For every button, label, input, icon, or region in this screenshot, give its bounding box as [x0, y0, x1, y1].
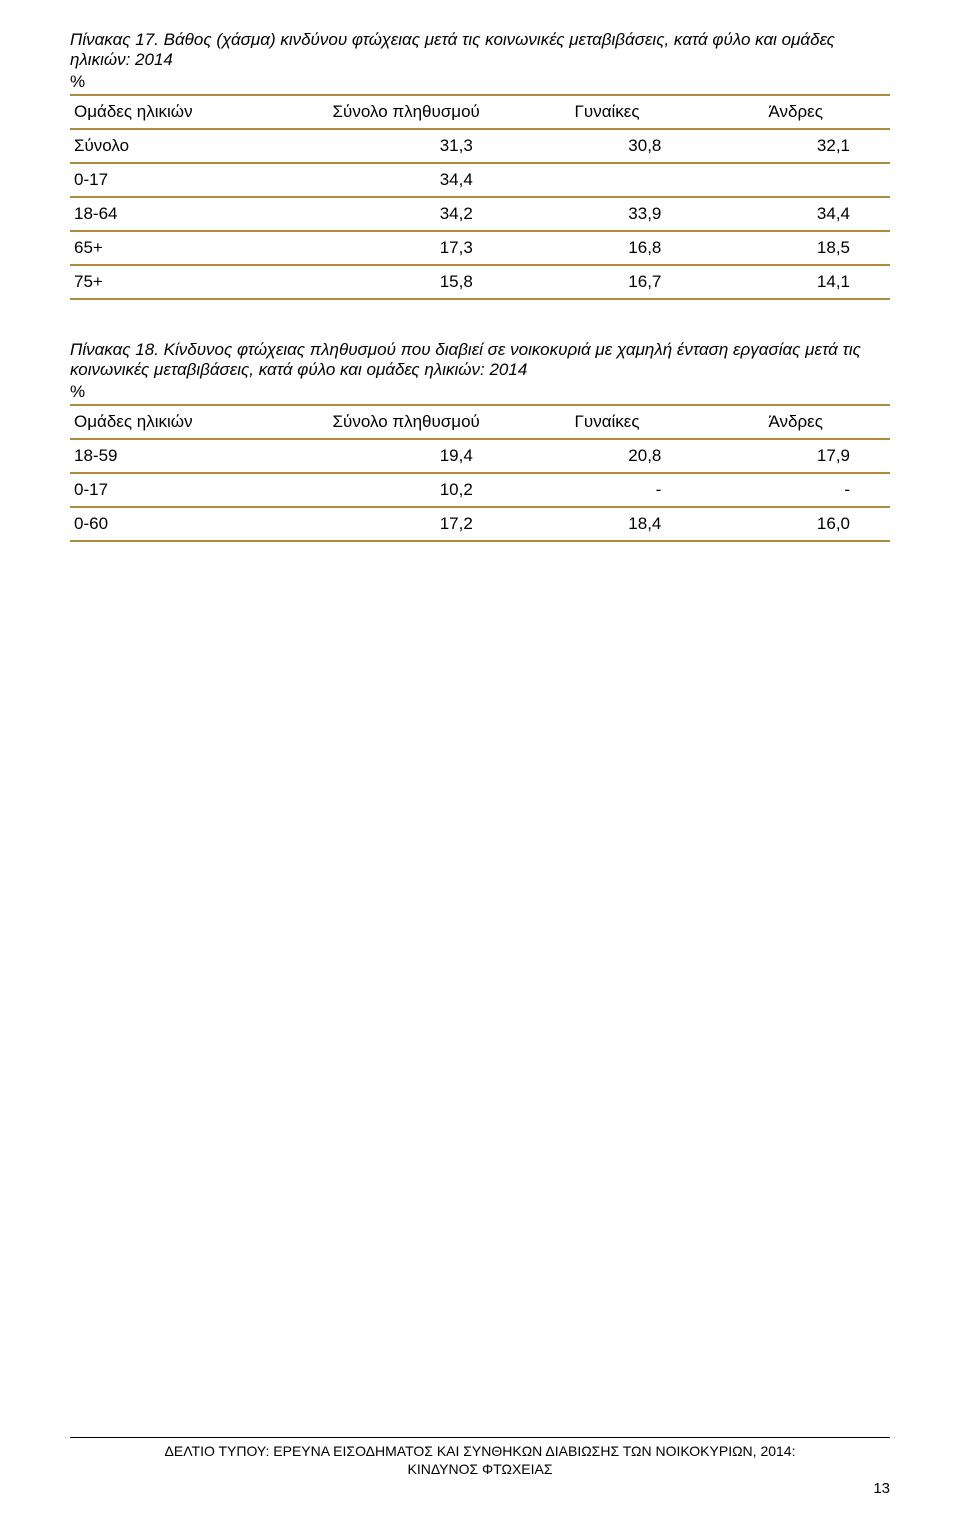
table17: Ομάδες ηλικιών Σύνολο πληθυσμού Γυναίκες… [70, 94, 890, 300]
footer-text: ΔΕΛΤΙΟ ΤΥΠΟΥ: ΕΡΕΥΝΑ ΕΙΣΟΔΗΜΑΤΟΣ ΚΑΙ ΣΥΝ… [70, 1442, 890, 1478]
page-footer: ΔΕΛΤΙΟ ΤΥΠΟΥ: ΕΡΕΥΝΑ ΕΙΣΟΔΗΜΑΤΟΣ ΚΑΙ ΣΥΝ… [70, 1437, 890, 1497]
row-val: 16,0 [701, 507, 890, 541]
row-val [701, 163, 890, 197]
row-val: 34,4 [300, 163, 513, 197]
table-row: 0-60 17,2 18,4 16,0 [70, 507, 890, 541]
table17-header-row: Ομάδες ηλικιών Σύνολο πληθυσμού Γυναίκες… [70, 95, 890, 129]
row-val [513, 163, 702, 197]
table18-title: Πίνακας 18. Κίνδυνος φτώχειας πληθυσμού … [70, 340, 890, 380]
row-val: 33,9 [513, 197, 702, 231]
table18-header-row: Ομάδες ηλικιών Σύνολο πληθυσμού Γυναίκες… [70, 405, 890, 439]
table18-col1: Σύνολο πληθυσμού [300, 405, 513, 439]
page-number: 13 [70, 1480, 890, 1497]
row-val: 16,8 [513, 231, 702, 265]
row-label: 75+ [70, 265, 300, 299]
table18-col0: Ομάδες ηλικιών [70, 405, 300, 439]
row-val: 16,7 [513, 265, 702, 299]
row-label: 18-59 [70, 439, 300, 473]
table17-title-lead: Πίνακας 17. [70, 30, 159, 49]
row-label: 0-17 [70, 163, 300, 197]
row-val: 34,2 [300, 197, 513, 231]
row-val: 20,8 [513, 439, 702, 473]
row-val: 17,2 [300, 507, 513, 541]
table18-col2: Γυναίκες [513, 405, 702, 439]
table-row: Σύνολο 31,3 30,8 32,1 [70, 129, 890, 163]
table-row: 0-17 34,4 [70, 163, 890, 197]
table17-title: Πίνακας 17. Βάθος (χάσμα) κινδύνου φτώχε… [70, 30, 890, 70]
row-val: 34,4 [701, 197, 890, 231]
footer-line2: ΚΙΝΔΥΝΟΣ ΦΤΩΧΕΙΑΣ [407, 1461, 552, 1477]
table18-percent: % [70, 382, 890, 402]
row-val: 17,3 [300, 231, 513, 265]
row-val: 19,4 [300, 439, 513, 473]
row-val: 18,5 [701, 231, 890, 265]
row-val: 15,8 [300, 265, 513, 299]
row-val: - [513, 473, 702, 507]
page: Πίνακας 17. Βάθος (χάσμα) κινδύνου φτώχε… [0, 0, 960, 1515]
table18-col3: Άνδρες [701, 405, 890, 439]
table17-percent: % [70, 72, 890, 92]
row-label: 18-64 [70, 197, 300, 231]
row-val: - [701, 473, 890, 507]
table17-col0: Ομάδες ηλικιών [70, 95, 300, 129]
table17-title-rest: Βάθος (χάσμα) κινδύνου φτώχειας μετά τις… [70, 30, 835, 69]
table17-col2: Γυναίκες [513, 95, 702, 129]
row-val: 17,9 [701, 439, 890, 473]
row-label: 0-17 [70, 473, 300, 507]
row-val: 30,8 [513, 129, 702, 163]
table-row: 18-59 19,4 20,8 17,9 [70, 439, 890, 473]
row-val: 14,1 [701, 265, 890, 299]
row-val: 32,1 [701, 129, 890, 163]
table-row: 65+ 17,3 16,8 18,5 [70, 231, 890, 265]
table17-col1: Σύνολο πληθυσμού [300, 95, 513, 129]
table-row: 75+ 15,8 16,7 14,1 [70, 265, 890, 299]
row-val: 10,2 [300, 473, 513, 507]
row-val: 18,4 [513, 507, 702, 541]
table18: Ομάδες ηλικιών Σύνολο πληθυσμού Γυναίκες… [70, 404, 890, 542]
row-val: 31,3 [300, 129, 513, 163]
footer-line1: ΔΕΛΤΙΟ ΤΥΠΟΥ: ΕΡΕΥΝΑ ΕΙΣΟΔΗΜΑΤΟΣ ΚΑΙ ΣΥΝ… [165, 1443, 796, 1459]
table-row: 18-64 34,2 33,9 34,4 [70, 197, 890, 231]
row-label: Σύνολο [70, 129, 300, 163]
table18-title-lead: Πίνακας 18. [70, 340, 159, 359]
table-row: 0-17 10,2 - - [70, 473, 890, 507]
row-label: 65+ [70, 231, 300, 265]
table18-title-rest: Κίνδυνος φτώχειας πληθυσμού που διαβιεί … [70, 340, 861, 379]
footer-rule [70, 1437, 890, 1438]
row-label: 0-60 [70, 507, 300, 541]
table17-col3: Άνδρες [701, 95, 890, 129]
